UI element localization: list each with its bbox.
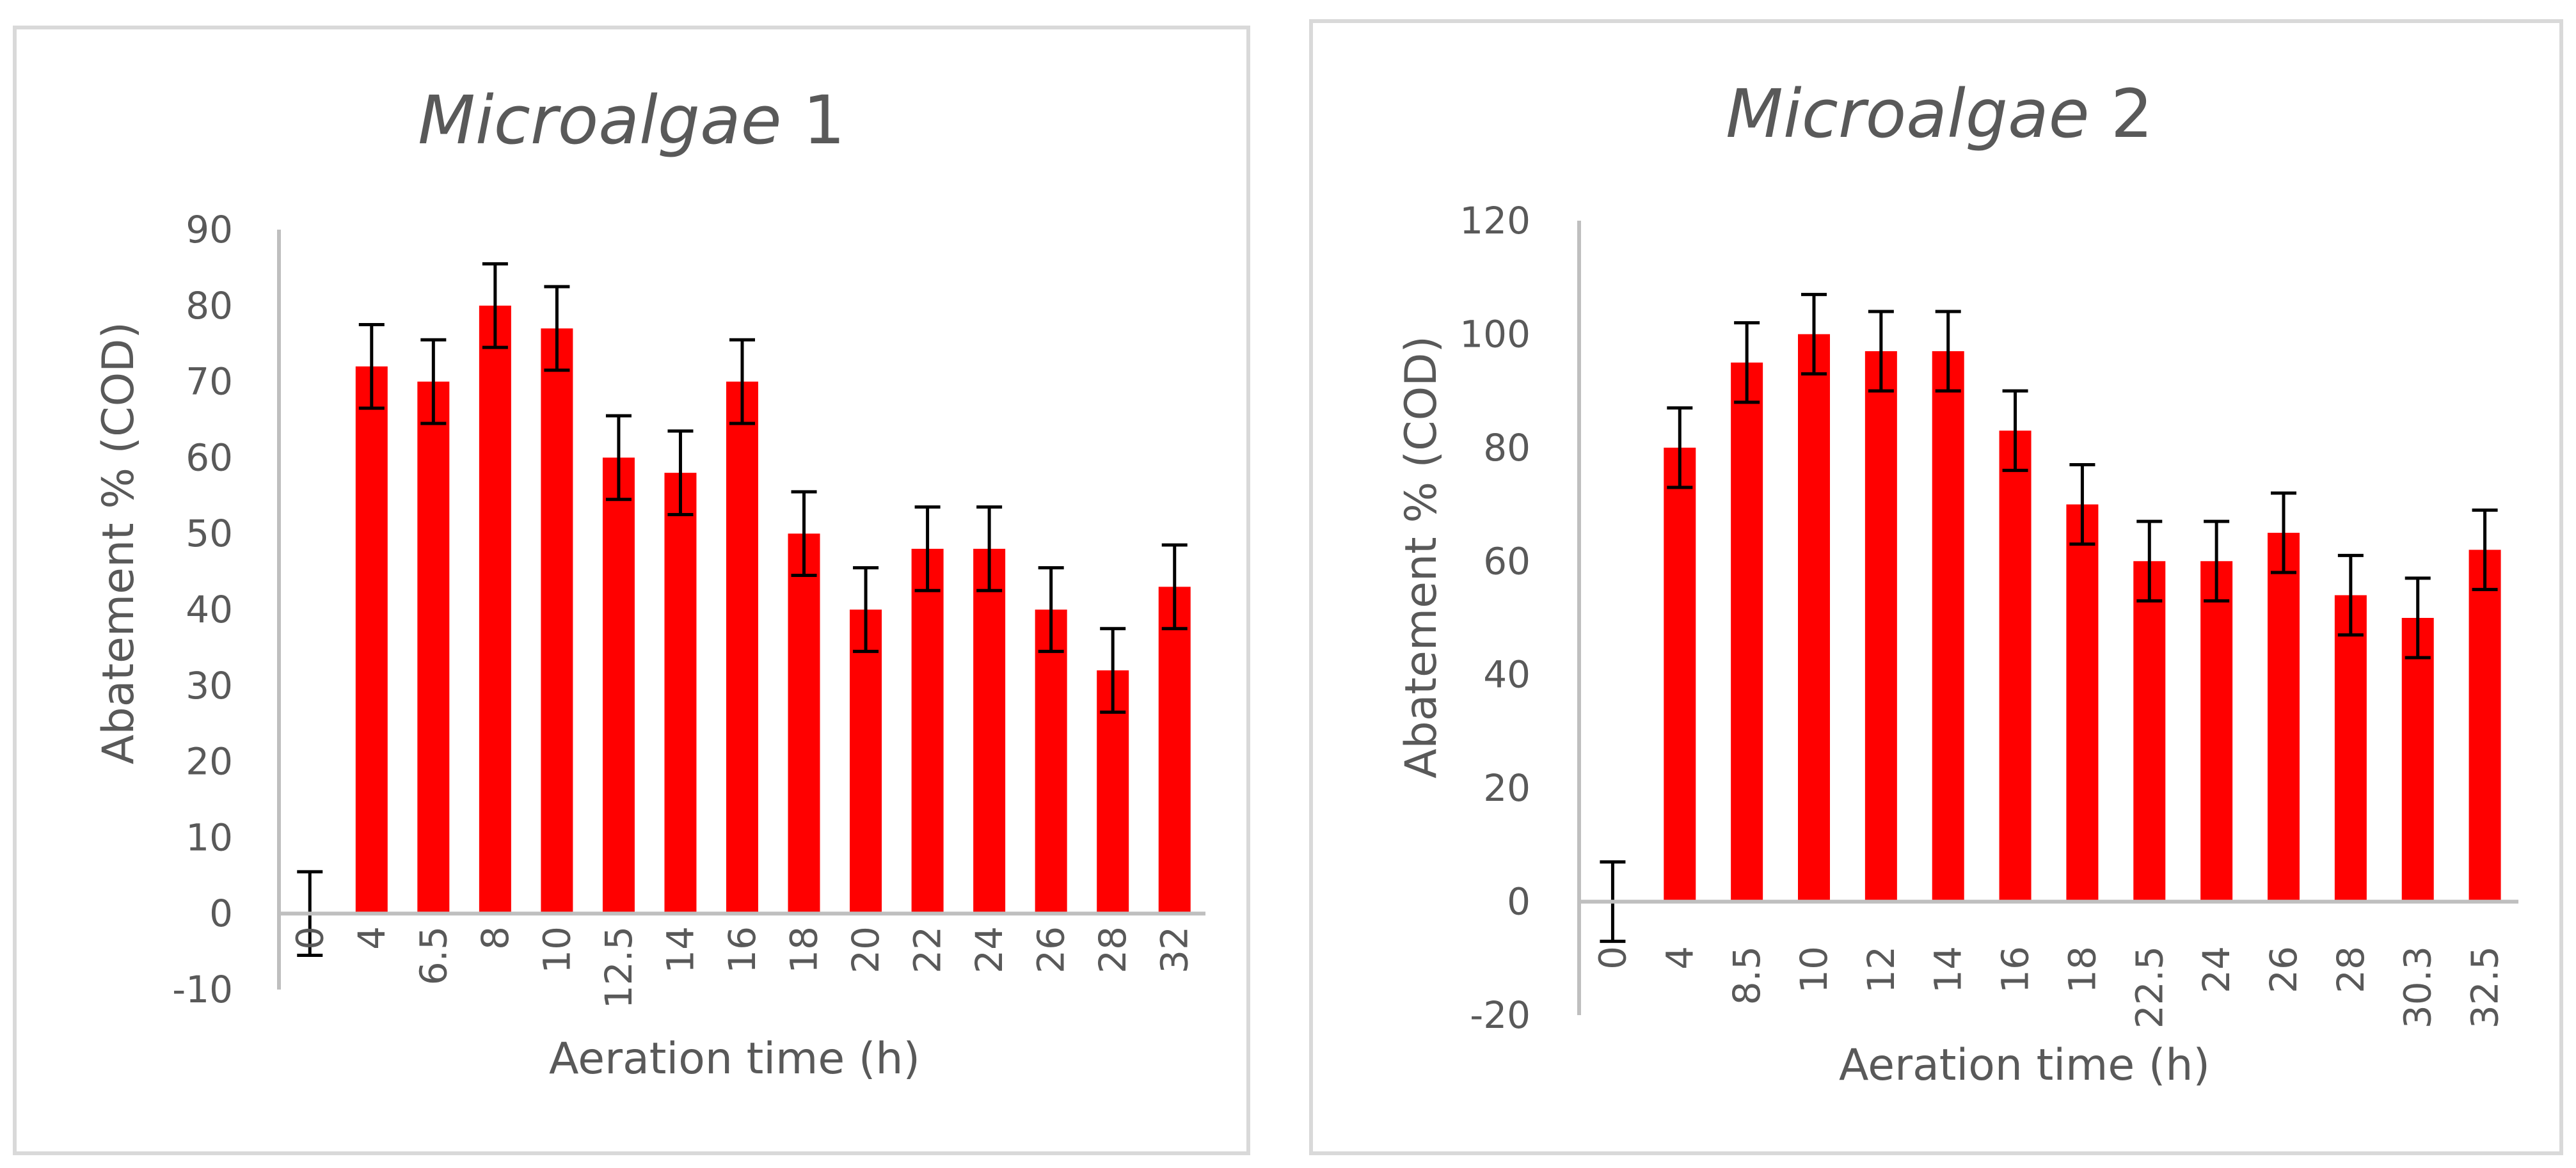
bar xyxy=(788,533,820,914)
bar xyxy=(2066,504,2099,902)
x-tick-label: 8 xyxy=(473,926,517,950)
bar xyxy=(541,328,573,914)
x-tick-label: 16 xyxy=(1994,946,2037,993)
x-tick-label: 14 xyxy=(1927,946,1970,993)
x-tick-label: 26 xyxy=(1030,926,1073,974)
y-tick-label: 40 xyxy=(1483,653,1530,697)
chart-title: Microalgae 2 xyxy=(1726,75,2153,153)
y-tick-label: 100 xyxy=(1459,312,1530,356)
chart-title-number: 2 xyxy=(2090,75,2153,153)
bar xyxy=(2133,561,2166,902)
bar xyxy=(973,548,1006,914)
x-tick-label: 10 xyxy=(535,926,578,974)
x-tick-label: 8.5 xyxy=(1725,946,1769,1005)
bar xyxy=(1999,430,2031,902)
y-axis-label: Abatement % (COD) xyxy=(1396,336,1447,778)
x-tick-label: 16 xyxy=(720,926,764,974)
x-tick-label: 28 xyxy=(1091,926,1134,974)
bar xyxy=(664,473,697,914)
x-tick-label: 4 xyxy=(350,926,394,950)
bar xyxy=(1798,334,1830,902)
chart-title-italic: Microalgae xyxy=(1726,75,2090,153)
chart-panel-microalgae-1: Microalgae 1 -10 0 10 20 30 40 50 60 70 80 90 0 4 6.… xyxy=(13,26,1250,1155)
bar xyxy=(2268,532,2300,902)
x-tick-label: 12 xyxy=(1859,946,1903,993)
x-tick-label: 14 xyxy=(658,926,702,974)
x-tick-label: 4 xyxy=(1658,946,1701,970)
bar xyxy=(1035,610,1067,914)
y-tick-label: 80 xyxy=(1483,426,1530,470)
y-tick-label: -20 xyxy=(1470,993,1530,1037)
x-tick-label: 24 xyxy=(967,926,1011,974)
x-tick-label: 32.5 xyxy=(2463,946,2507,1029)
bar xyxy=(2469,549,2501,902)
x-tick-label: 22 xyxy=(906,926,950,974)
chart-title: Microalgae 1 xyxy=(418,81,845,159)
y-axis-label: Abatement % (COD) xyxy=(93,322,144,764)
bar xyxy=(911,548,944,914)
chart-panel-microalgae-2: Microalgae 2 -20 0 20 40 60 80 100 120 0 4 8.5 10 1… xyxy=(1309,19,2563,1155)
y-tick-label: 80 xyxy=(186,284,233,328)
x-axis-label: Aeration time (h) xyxy=(1839,1040,2210,1091)
bar xyxy=(1158,587,1191,914)
bar xyxy=(2401,618,2434,902)
bar xyxy=(602,457,635,914)
chart-title-italic: Microalgae xyxy=(418,81,782,159)
y-tick-label: 0 xyxy=(1507,880,1530,924)
x-tick-label: 20 xyxy=(844,926,887,974)
y-tick-label: 10 xyxy=(186,816,233,859)
x-tick-label: 18 xyxy=(783,926,826,974)
bar xyxy=(1864,351,1897,902)
x-tick-label: 0 xyxy=(288,926,331,950)
bar xyxy=(1664,447,1696,902)
bar xyxy=(726,381,758,914)
bar xyxy=(355,366,388,914)
y-tick-label: 60 xyxy=(1483,539,1530,583)
bar xyxy=(479,305,511,914)
y-tick-label: -10 xyxy=(172,968,233,1011)
bar xyxy=(417,381,450,914)
x-axis-label: Aeration time (h) xyxy=(549,1034,920,1084)
x-tick-label: 32 xyxy=(1153,926,1197,974)
y-tick-label: 20 xyxy=(186,740,233,784)
x-tick-label: 24 xyxy=(2195,946,2238,993)
x-tick-label: 28 xyxy=(2329,946,2373,993)
y-tick-label: 120 xyxy=(1459,199,1530,242)
y-tick-label: 60 xyxy=(186,436,233,479)
y-tick-label: 20 xyxy=(1483,766,1530,810)
x-tick-label: 22.5 xyxy=(2127,946,2171,1029)
y-tick-label: 30 xyxy=(186,664,233,707)
y-tick-label: 0 xyxy=(209,892,233,935)
y-tick-label: 50 xyxy=(186,512,233,555)
y-tick-label: 40 xyxy=(186,588,233,631)
bar xyxy=(2334,595,2367,902)
y-tick-label: 90 xyxy=(186,208,233,251)
x-tick-label: 30.3 xyxy=(2396,946,2440,1029)
x-tick-label: 18 xyxy=(2060,946,2104,993)
y-tick-label: 70 xyxy=(186,360,233,404)
x-tick-label: 12.5 xyxy=(597,926,640,1009)
chart-title-number: 1 xyxy=(782,81,845,159)
x-tick-label: 6.5 xyxy=(411,926,455,985)
bar xyxy=(1932,351,1964,902)
x-tick-label: 10 xyxy=(1792,946,1836,993)
x-tick-label: 0 xyxy=(1591,946,1634,970)
bar xyxy=(2200,561,2233,902)
x-tick-label: 26 xyxy=(2262,946,2305,993)
bar xyxy=(850,610,882,914)
bar xyxy=(1731,362,1763,902)
